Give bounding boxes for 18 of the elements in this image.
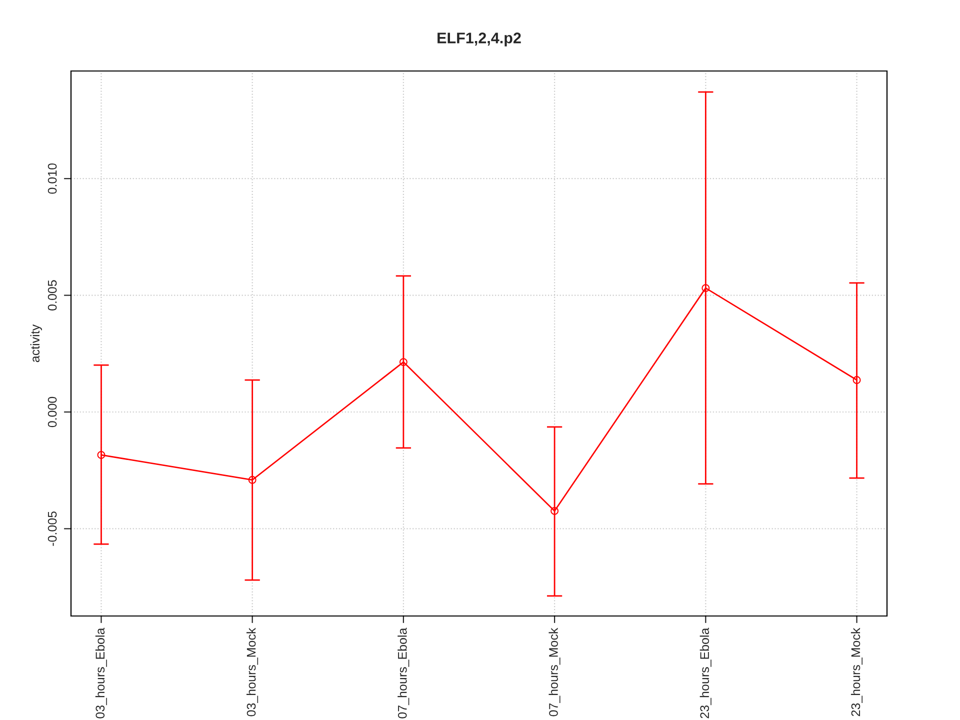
point xyxy=(702,284,710,292)
x-tick-label: 03_hours_Ebola xyxy=(95,628,107,718)
point xyxy=(399,358,408,366)
x-tick-label: 23_hours_Ebola xyxy=(700,628,712,718)
y-tick-label: 0.000 xyxy=(48,396,57,428)
x-tick-label: 07_hours_Ebola xyxy=(398,628,410,718)
y-axis-title: activity xyxy=(30,324,42,362)
y-tick-label: -0.005 xyxy=(48,512,57,546)
point xyxy=(97,450,106,459)
y-tick-label: 0.010 xyxy=(48,163,57,194)
x-tick-label: 07_hours_Mock xyxy=(548,628,560,716)
x-tick-label: 23_hours_Mock xyxy=(850,628,862,716)
x-tick-label: 03_hours_Mock xyxy=(246,628,258,716)
y-tick-label: 0.005 xyxy=(48,280,57,310)
point xyxy=(550,506,559,515)
point xyxy=(248,476,256,484)
chart-title: ELF1,2,4.p2 xyxy=(438,32,521,46)
point xyxy=(852,376,861,384)
